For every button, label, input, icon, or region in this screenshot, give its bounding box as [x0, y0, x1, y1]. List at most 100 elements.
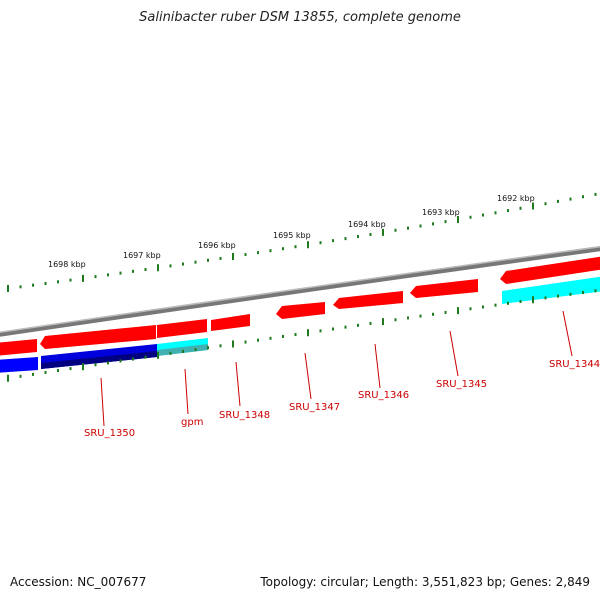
major-tick [307, 241, 309, 249]
minor-tick [582, 195, 584, 199]
minor-tick [282, 334, 284, 338]
minor-tick [44, 281, 47, 285]
major-tick [457, 215, 459, 223]
minor-tick [182, 349, 184, 353]
minor-tick [332, 327, 334, 331]
gene-label-sru-1350: SRU_1350 [84, 428, 135, 439]
minor-tick [144, 268, 147, 272]
gene-label-gpm: gpm [181, 417, 203, 428]
gene-arrow-sru-1346[interactable] [333, 291, 403, 309]
minor-tick [432, 222, 434, 226]
gene-arrow-sru-1345[interactable] [410, 279, 478, 298]
gene-arrow-sru-1344[interactable] [502, 276, 600, 304]
inner-tick-ring [7, 289, 597, 382]
gene-arrow-sru-1350-upper[interactable] [40, 325, 156, 349]
minor-tick [119, 359, 122, 363]
scale-label-1692: 1692 kbp [497, 194, 535, 203]
minor-tick [182, 262, 184, 266]
minor-tick [444, 220, 447, 224]
minor-tick [407, 226, 409, 230]
minor-tick [107, 361, 109, 365]
scale-label-1698: 1698 kbp [48, 260, 86, 269]
minor-tick [94, 363, 97, 367]
minor-tick [194, 348, 197, 352]
minor-tick [594, 192, 597, 196]
minor-tick [394, 228, 397, 232]
major-tick [7, 374, 9, 382]
minor-tick [394, 318, 397, 322]
gene-arrow-sru-1349[interactable] [157, 319, 207, 338]
minor-tick [494, 211, 497, 215]
minor-tick [69, 278, 72, 282]
gene-arrow-sru-1348[interactable] [211, 314, 250, 331]
minor-tick [144, 355, 147, 359]
minor-tick [407, 316, 409, 320]
minor-tick [344, 325, 347, 329]
minor-tick [507, 301, 509, 305]
major-tick [7, 284, 9, 292]
gene-arrow-sru-1344-upper[interactable] [500, 256, 600, 284]
topology-summary: Topology: circular; Length: 3,551,823 bp… [260, 575, 590, 589]
minor-tick [132, 269, 134, 273]
map-title: Salinibacter ruber DSM 13855, complete g… [139, 10, 461, 25]
minor-tick [569, 197, 572, 201]
minor-tick [57, 280, 59, 284]
minor-tick [482, 305, 484, 309]
minor-tick [32, 372, 34, 376]
scale-label-1695: 1695 kbp [273, 231, 311, 240]
gene-arrow-sru-1350-dark[interactable] [41, 351, 157, 369]
minor-tick [269, 336, 272, 340]
minor-tick [369, 321, 372, 325]
gene-label-sru-1346: SRU_1346 [358, 390, 409, 401]
minor-tick [444, 310, 447, 314]
minor-tick [569, 292, 572, 296]
minor-tick [169, 264, 172, 268]
minor-tick [257, 338, 259, 342]
gene-label-sru-1347: SRU_1347 [289, 402, 340, 413]
minor-tick [582, 291, 584, 295]
gene-arrow-blue-partial[interactable] [0, 357, 38, 373]
scale-label-1697: 1697 kbp [123, 251, 161, 260]
minor-tick [44, 370, 47, 374]
minor-tick [332, 239, 334, 243]
minor-tick [369, 232, 372, 236]
minor-tick [244, 340, 247, 344]
minor-tick [207, 346, 209, 350]
minor-tick [282, 247, 284, 251]
minor-tick [557, 294, 559, 298]
minor-tick [19, 374, 22, 378]
minor-tick [344, 237, 347, 241]
gene-label-sru-1348: SRU_1348 [219, 410, 270, 421]
minor-tick [557, 199, 559, 203]
minor-tick [469, 307, 472, 311]
major-tick [82, 274, 84, 282]
minor-tick [319, 241, 322, 245]
gene-arrow-partial-left[interactable] [0, 339, 37, 356]
minor-tick [32, 283, 34, 287]
minor-tick [207, 258, 209, 262]
scale-label-1694: 1694 kbp [348, 220, 386, 229]
major-tick [232, 252, 234, 260]
minor-tick [507, 209, 509, 213]
minor-tick [494, 303, 497, 307]
accession-text: Accession: NC_007677 [10, 575, 147, 589]
scale-label-1696: 1696 kbp [198, 241, 236, 250]
minor-tick [94, 275, 97, 279]
major-tick [82, 363, 84, 371]
gene-label-sru-1344: SRU_1344 [549, 359, 600, 370]
gene-arrow-sru-1347[interactable] [276, 302, 325, 319]
minor-tick [119, 271, 122, 275]
minor-tick [19, 285, 22, 289]
minor-tick [194, 260, 197, 264]
minor-tick [219, 256, 222, 260]
minor-tick [469, 215, 472, 219]
minor-tick [432, 312, 434, 316]
major-tick [382, 318, 384, 326]
major-tick [532, 202, 534, 210]
major-tick [232, 340, 234, 348]
minor-tick [319, 329, 322, 333]
major-tick [457, 307, 459, 315]
minor-tick [132, 357, 134, 361]
gene-label-sru-1345: SRU_1345 [436, 379, 487, 390]
